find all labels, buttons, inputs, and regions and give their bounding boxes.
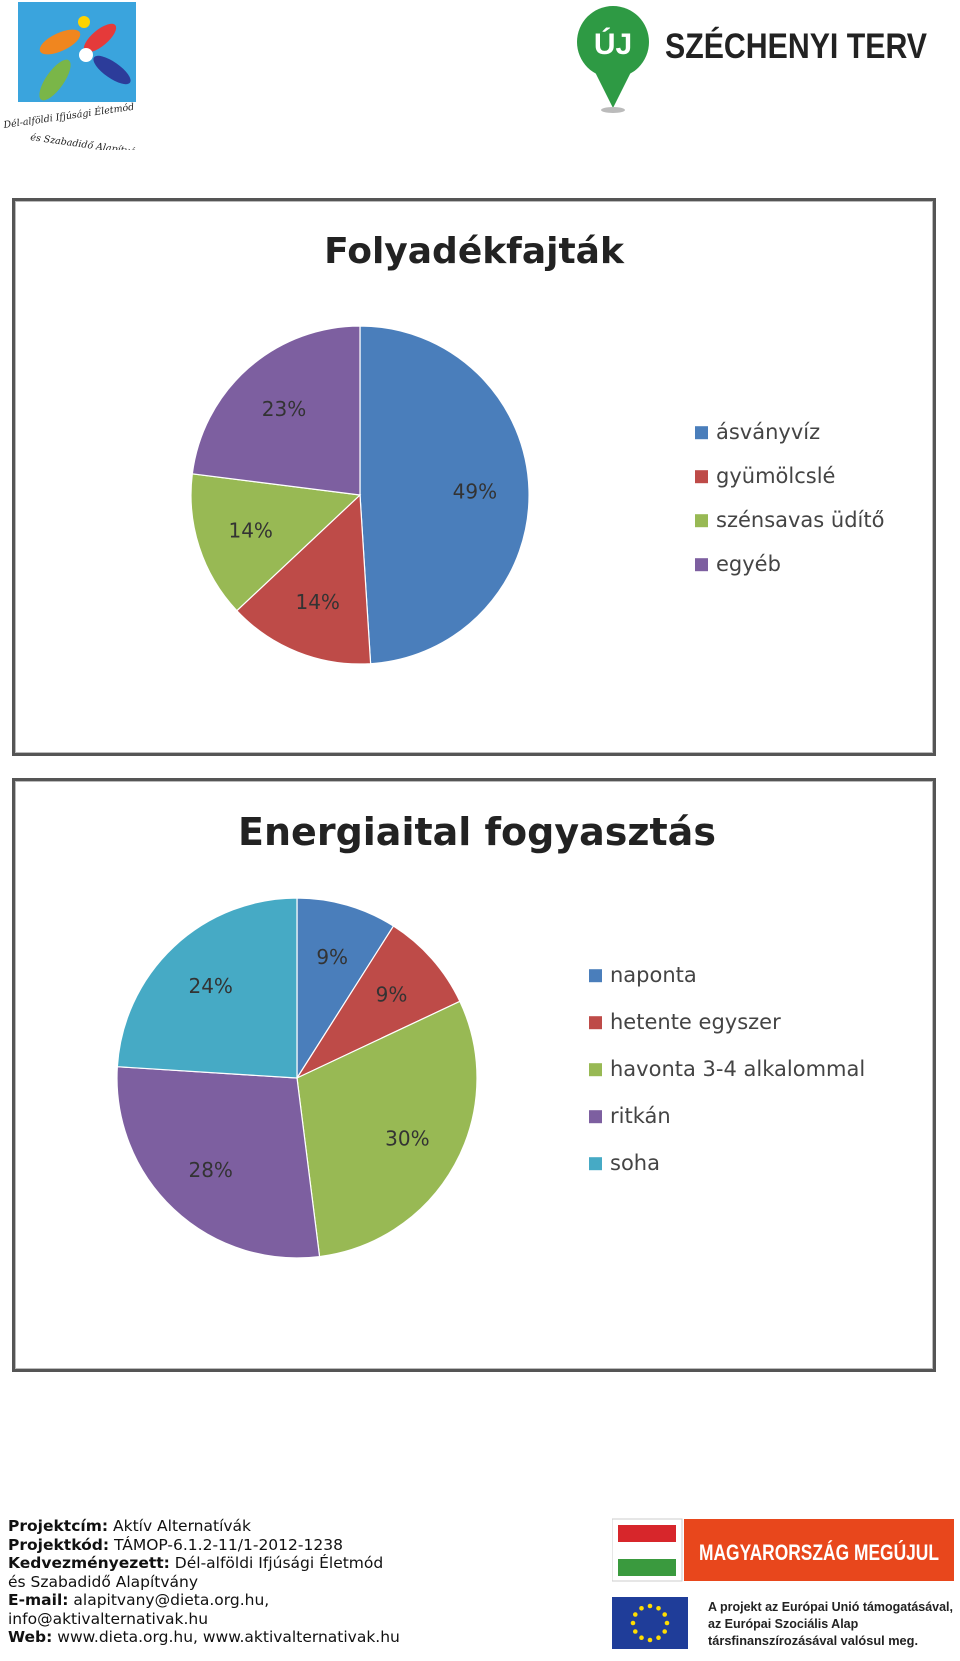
chart-legend: naponta hetente egyszer havonta 3-4 alkalo… — [589, 963, 865, 1175]
project-code-line: Projektkód: TÁMOP-6.1.2-11/1-2012-1238 — [8, 1536, 568, 1555]
project-title-label: Projektcím: — [8, 1517, 109, 1535]
beneficiary-line: Kedvezményezett: Dél-alföldi Ifjúsági Él… — [8, 1554, 568, 1573]
legend-label-naponta: naponta — [610, 963, 697, 987]
pie-data-labels: 9% 9% 30% 28% 24% — [188, 945, 429, 1182]
project-title-line: Projektcím: Aktív Alternatívák — [8, 1517, 568, 1536]
chart-title: Folyadékfajták — [324, 231, 625, 272]
legend-label-soha: soha — [610, 1151, 660, 1175]
eu-star — [662, 1629, 667, 1634]
eu-star — [630, 1620, 636, 1626]
project-title: Aktív Alternatívák — [112, 1517, 252, 1535]
beneficiary-name-2: és Szabadidő Alapítvány — [8, 1572, 199, 1591]
location-pin-logo-icon — [577, 6, 649, 113]
chart-legend: ásványvíz gyümölcslé szénsavas üdítő egyéb — [695, 420, 884, 576]
legend-label-asvanyviz: ásványvíz — [716, 420, 820, 444]
eu-star — [647, 1637, 653, 1643]
legend-label-gyumolcsle: gyümölcslé — [716, 464, 835, 488]
web-label: Web: — [8, 1628, 53, 1646]
legend-label-egyeb: egyéb — [716, 552, 781, 576]
legend-label-hetente-egyszer: hetente egyszer — [610, 1010, 781, 1034]
data-label-naponta: 9% — [316, 945, 348, 969]
pie-chart-2: Energiaital fogyasztás 9% 9% 30% 28% 24% nap… — [116, 810, 865, 1259]
megujul-banner — [684, 1519, 954, 1581]
project-code: TÁMOP-6.1.2-11/1-2012-1238 — [113, 1535, 343, 1554]
legend-swatch-soha — [589, 1157, 602, 1171]
legend-swatch-szensavas-udito — [695, 514, 708, 528]
pie-slice-szensavas-udito — [190, 473, 362, 612]
data-label-egyeb: 23% — [262, 397, 306, 421]
megujul-banner-text: MAGYARORSZÁG MEGÚJUL — [699, 1540, 939, 1565]
pin-text: ÚJ — [594, 27, 632, 61]
chart-energiaital-fogyasztas: Energiaital fogyasztás 9% 9% 30% 28% 24% nap… — [12, 778, 936, 1372]
pie-slice-gyumolcsle — [235, 493, 372, 665]
email-label: E-mail: — [8, 1591, 69, 1609]
eu-star — [656, 1606, 661, 1611]
legend-swatch-gyumolcsle — [695, 470, 708, 484]
pie-slice-havonta-3-4-alkalommal — [296, 1000, 478, 1258]
eu-star — [633, 1629, 638, 1634]
web-links[interactable]: www.dieta.org.hu, www.aktivalternativak.… — [57, 1628, 400, 1646]
pie-slice-ritkan — [116, 1066, 321, 1259]
legend-swatch-ritkan — [589, 1110, 602, 1124]
pie-slices — [190, 325, 530, 665]
flower-petals — [39, 16, 131, 101]
pie-slice-hetente-egyszer — [295, 925, 461, 1080]
szechenyi-terv-logo: ÚJ SZÉCHENYI TERV — [575, 0, 945, 120]
eu-star — [662, 1612, 667, 1617]
data-label-soha: 24% — [188, 974, 232, 998]
data-label-gyumolcsle: 14% — [295, 590, 339, 614]
eu-support-text-2: az Európai Szociális Alap — [708, 1617, 859, 1631]
eu-star — [639, 1635, 644, 1640]
legend-swatch-asvanyviz — [695, 426, 708, 440]
data-label-ritkan: 28% — [188, 1158, 232, 1182]
data-label-asvanyviz: 49% — [453, 479, 497, 503]
eu-flag-icon — [612, 1597, 688, 1649]
pie-slice-asvanyviz — [359, 325, 530, 665]
eu-star — [664, 1620, 670, 1626]
email-line: E-mail: alapitvany@dieta.org.hu, — [8, 1591, 568, 1610]
eu-star — [647, 1603, 653, 1609]
pie-slice-egyeb — [191, 325, 361, 496]
eu-star — [633, 1612, 638, 1617]
project-info: Projektcím: Aktív Alternatívák Projektkó… — [8, 1517, 568, 1647]
beneficiary-label: Kedvezményezett: — [8, 1554, 170, 1572]
pie-slices — [116, 897, 478, 1259]
logo-text-line2: és Szabadidő Alapítvány — [30, 132, 148, 150]
foundation-logo: Dél-alföldi Ifjúsági Életmód és Szabadid… — [0, 0, 160, 159]
legend-swatch-hetente-egyszer — [589, 1016, 602, 1030]
eu-support-text-3: társfinanszírozásával valósul meg. — [708, 1634, 918, 1648]
szechenyi-terv-text: SZÉCHENYI TERV — [665, 26, 928, 66]
legend-swatch-egyeb — [695, 558, 708, 572]
eu-support-text-1: A projekt az Európai Unió támogatásával, — [708, 1600, 953, 1614]
legend-swatch-havonta-3-4-alkalommal — [589, 1063, 602, 1077]
pie-data-labels: 49% 14% 14% 23% — [228, 397, 497, 614]
foundation-flower-logo-icon — [18, 2, 136, 102]
hungarian-flag-icon — [611, 1518, 683, 1582]
eu-star — [656, 1635, 661, 1640]
web-line: Web: www.dieta.org.hu, www.aktivalternat… — [8, 1628, 568, 1647]
data-label-hetente-egyszer: 9% — [376, 983, 408, 1007]
legend-label-ritkan: ritkán — [610, 1104, 671, 1128]
pie-slice-soha — [116, 897, 298, 1079]
project-code-label: Projektkód: — [8, 1535, 110, 1554]
data-label-havonta-3-4-alkalommal: 30% — [385, 1127, 429, 1151]
data-label-szensavas-udito: 14% — [228, 519, 272, 543]
eu-star — [639, 1606, 644, 1611]
legend-label-havonta-3-4-alkalommal: havonta 3-4 alkalommal — [610, 1057, 865, 1081]
email-link-1[interactable]: alapitvany@dieta.org.hu, — [73, 1591, 270, 1609]
chart-title: Energiaital fogyasztás — [238, 810, 716, 854]
legend-swatch-naponta — [589, 969, 602, 983]
funding-logos: MAGYARORSZÁG MEGÚJUL A projekt az Európa… — [611, 1517, 957, 1657]
beneficiary-name-1: Dél-alföldi Ifjúsági Életmód — [174, 1554, 384, 1572]
logo-text-line1: Dél-alföldi Ifjúsági Életmód — [2, 101, 135, 131]
pie-chart-1: Folyadékfajták 49% 14% 14% 23% ásványvíz gyü… — [190, 231, 884, 665]
legend-label-szensavas-udito: szénsavas üdítő — [716, 508, 884, 532]
pie-slice-naponta — [296, 897, 395, 1081]
chart-folyadekfajtak: Folyadékfajták 49% 14% 14% 23% ásványvíz gyü… — [12, 198, 936, 756]
email-link-2[interactable]: info@aktivalternativak.hu — [8, 1609, 209, 1628]
